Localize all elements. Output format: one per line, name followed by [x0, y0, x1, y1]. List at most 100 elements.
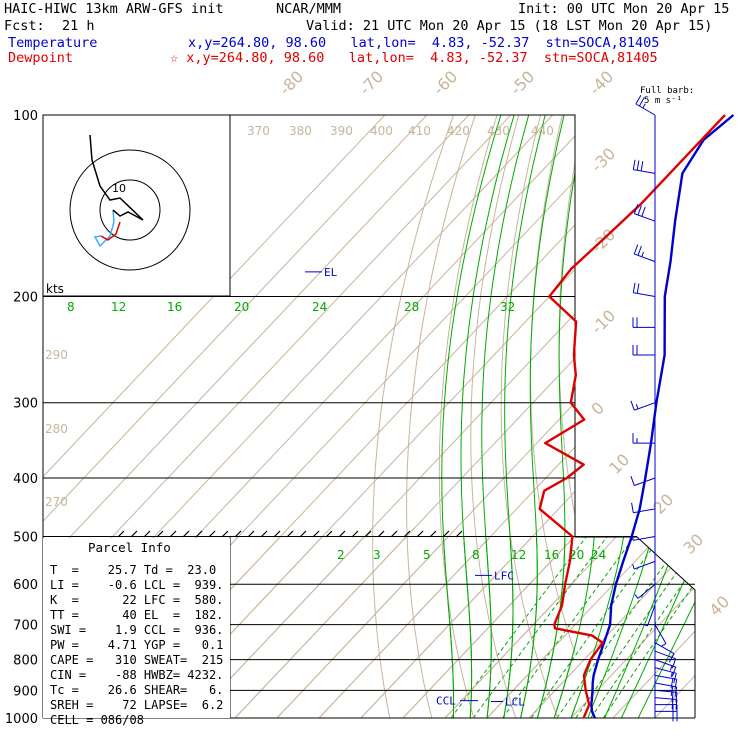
- dry-adiabat-label: 380: [289, 124, 312, 138]
- isotherm-line: [276, 537, 695, 718]
- moist-adiabat-line: [536, 169, 575, 718]
- hatch-mark: [299, 530, 307, 538]
- hatch-mark: [403, 530, 411, 538]
- isotherm-tick-label: 0: [587, 398, 608, 419]
- parcel-info-row: CAPE = 310 SWEAT= 215: [50, 653, 224, 667]
- level-marker-label: CCL: [436, 695, 456, 708]
- forecast-label: Fcst:: [4, 18, 45, 34]
- pressure-tick-label: 500: [13, 530, 38, 545]
- pressure-tick-label: 900: [13, 684, 38, 699]
- hodograph-trace-red: [100, 221, 121, 241]
- dry-adiabat-line: [613, 115, 726, 718]
- level-marker-label: LFC: [494, 569, 514, 582]
- mixing-ratio-line: [530, 537, 662, 718]
- dry-adiabat-label: 440: [531, 124, 554, 138]
- mixing-ratio-line: [556, 537, 685, 718]
- pressure-tick-label: 400: [13, 472, 38, 487]
- hodograph-ring: [69, 149, 191, 271]
- hatch-mark: [286, 530, 294, 538]
- hatch-mark: [312, 530, 320, 538]
- hatch-mark: [195, 530, 203, 538]
- wind-barb: [632, 159, 656, 174]
- moist-adiabat-line: [460, 115, 515, 718]
- isotherm-line: [43, 115, 428, 522]
- isotherm-line: [655, 115, 740, 718]
- parcel-info-row: K = 22 LFC = 580.: [50, 593, 224, 607]
- moist-adiabat-label: 16: [167, 300, 182, 314]
- temperature-location: x,y=264.80, 98.60 lat,lon= 4.83, -52.37 …: [188, 35, 660, 51]
- mixing-ratio-label: 12: [511, 548, 526, 562]
- wind-barb: [630, 400, 656, 411]
- isotherm-line: [444, 579, 575, 718]
- wind-barb: [632, 560, 656, 570]
- moist-adiabat-line: [441, 115, 502, 718]
- mixing-ratio-label: 8: [472, 548, 480, 562]
- parcel-info-row: CIN = -88 HWBZ= 4232.: [50, 668, 224, 682]
- isotherm-tick-label: -50: [506, 67, 538, 99]
- dry-adiabat-label: 420: [447, 124, 470, 138]
- moist-adiabat-line: [553, 537, 613, 718]
- wind-barb: [631, 502, 656, 514]
- lower-panel-frame: [575, 536, 696, 718]
- level-marker-label: EL: [324, 266, 338, 279]
- mixing-ratio-line: [502, 537, 635, 718]
- dewpoint-profile: [538, 114, 726, 719]
- hodograph-ring: [99, 179, 161, 241]
- hatch-mark: [390, 530, 398, 538]
- moist-adiabat-line: [637, 537, 695, 718]
- hatch-mark: [442, 530, 450, 538]
- isotherm-line: [192, 537, 695, 718]
- dry-adiabat-line: [735, 115, 740, 718]
- moist-adiabat-label: 32: [500, 300, 515, 314]
- hatch-mark: [208, 530, 216, 538]
- valid-time: Valid: 21 UTC Mon 20 Apr 15 (18 LST Mon …: [306, 18, 713, 34]
- hodograph-trace-low: [93, 209, 115, 248]
- dry-adiabat-line: [406, 115, 476, 718]
- wind-barb: [633, 244, 656, 263]
- isotherm-tick-label: -10: [587, 306, 619, 338]
- forecast-hour: 21 h: [62, 18, 95, 34]
- moist-adiabat-label: 8: [67, 300, 75, 314]
- isotherm-line: [276, 401, 575, 718]
- wind-barb: [633, 204, 656, 222]
- isotherm-line: [444, 537, 695, 718]
- wind-barb: [654, 667, 677, 684]
- hatch-mark: [416, 530, 424, 538]
- isotherm-tick-label: -40: [585, 67, 617, 99]
- model-title: HAIC-HIWC 13km ARW-GFS init: [4, 1, 224, 17]
- dry-adiabat-label: 410: [408, 124, 431, 138]
- isotherm-line: [528, 537, 695, 718]
- wind-barb: [632, 317, 655, 328]
- hatch-mark: [325, 530, 333, 538]
- wind-barb: [642, 605, 656, 627]
- wind-barb: [634, 583, 656, 599]
- moist-adiabat-label: 24: [312, 300, 327, 314]
- hatch-mark: [221, 530, 229, 538]
- moist-adiabat-line: [605, 115, 731, 718]
- hatch-mark: [260, 530, 268, 538]
- pressure-tick-label: 700: [13, 619, 38, 634]
- isotherm-line: [402, 537, 695, 718]
- isotherm-tick-label: -80: [275, 67, 307, 99]
- wind-barb: [654, 659, 677, 677]
- wind-barb: [654, 682, 678, 697]
- parcel-info-row: LI = -0.6 LCL = 939.: [50, 578, 224, 592]
- hatch-mark: [234, 530, 242, 538]
- parcel-info-row: CELL = 086/08: [50, 713, 144, 727]
- parcel-info-row: SWI = 1.9 CCL = 936.: [50, 623, 224, 637]
- hatch-mark: [143, 530, 151, 538]
- wind-barb: [632, 345, 655, 356]
- wind-barb: [655, 704, 678, 715]
- wind-barb: [630, 476, 656, 487]
- hatch-mark: [429, 530, 437, 538]
- hatch-mark: [182, 530, 190, 538]
- isotherm-tick-label: 20: [649, 490, 677, 518]
- isotherm-line: [234, 537, 695, 718]
- isotherm-tick-label: -60: [429, 67, 461, 99]
- parcel-info-row: Tc = 26.6 SHEAR= 6.: [50, 683, 224, 697]
- isotherm-tick-label: -30: [587, 144, 619, 176]
- hodograph-ring-label: 10: [112, 182, 126, 195]
- mixing-ratio-label: 5: [423, 548, 431, 562]
- hatch-mark: [351, 530, 359, 538]
- hatch-mark: [130, 530, 138, 538]
